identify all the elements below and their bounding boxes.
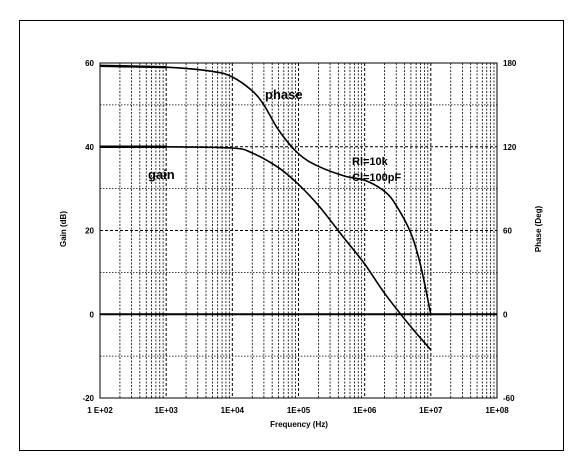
y-right-tick-label: -60 <box>503 394 515 403</box>
x-tick-label: 1E+08 <box>485 406 509 415</box>
y-left-tick-label: 0 <box>90 310 95 319</box>
series-layer <box>99 64 432 351</box>
y-right-tick-label: 0 <box>503 310 508 319</box>
load-resistance-annotation: Rl=10k <box>352 156 389 168</box>
gain-annotation: gain <box>148 167 175 182</box>
y-axis-left-label: Gain (dB) <box>59 211 68 247</box>
phase-annotation: phase <box>265 87 303 102</box>
y-left-tick-label: 60 <box>85 59 94 68</box>
phase-curve <box>99 65 432 315</box>
y-right-tick-label: 120 <box>503 143 517 152</box>
x-tick-label: 1E+06 <box>353 406 377 415</box>
x-tick-label: 1E+05 <box>287 406 311 415</box>
x-axis-label: Frequency (Hz) <box>270 420 328 429</box>
gain-curve <box>99 145 432 351</box>
y-left-tick-label: 20 <box>85 227 94 236</box>
phase-low-frequency-segment <box>99 64 167 69</box>
y-right-tick-label: 60 <box>503 227 512 236</box>
chart-frame <box>19 20 564 451</box>
plot-area <box>99 62 498 399</box>
x-tick-label: 1E+03 <box>154 406 178 415</box>
x-tick-label: 1E+04 <box>221 406 245 415</box>
y-axis-right-label: Phase (Deg) <box>534 206 543 253</box>
x-tick-label: 1 E+02 <box>87 406 113 415</box>
y-right-tick-label: 180 <box>503 59 517 68</box>
y-left-tick-label: 40 <box>85 143 94 152</box>
x-tick-label: 1E+07 <box>419 406 443 415</box>
y-left-tick-label: -20 <box>82 394 94 403</box>
load-capacitance-annotation: Cl=100pF <box>352 172 401 184</box>
tick-labels: 1 E+02 1E+03 1E+04 1E+05 1E+06 1E+07 1E+08 60 40… <box>82 59 516 415</box>
